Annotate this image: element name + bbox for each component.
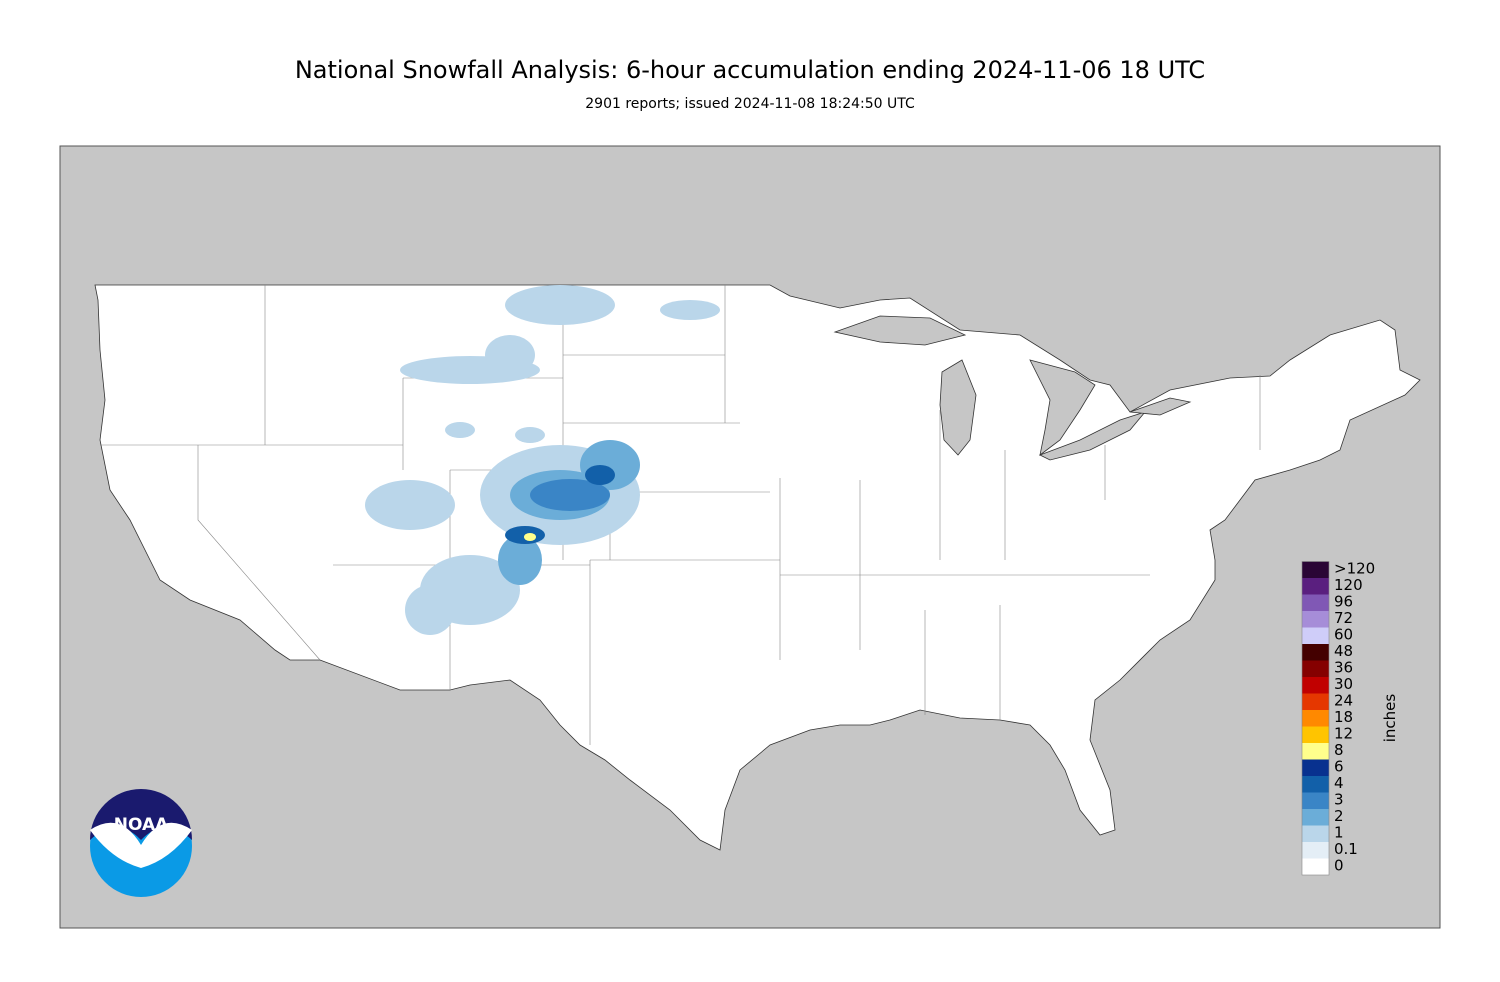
legend-label: 8 bbox=[1334, 741, 1344, 759]
snow-area bbox=[485, 335, 535, 375]
legend-label: 3 bbox=[1334, 790, 1344, 808]
legend-swatch bbox=[1302, 594, 1329, 611]
legend-label: 2 bbox=[1334, 807, 1344, 825]
legend-label: 12 bbox=[1334, 724, 1353, 742]
snow-area bbox=[445, 422, 475, 438]
title: National Snowfall Analysis: 6-hour accum… bbox=[295, 56, 1205, 84]
legend-label: 120 bbox=[1334, 576, 1363, 594]
legend-label: 6 bbox=[1334, 757, 1344, 775]
legend-label: 72 bbox=[1334, 609, 1353, 627]
snow-area bbox=[660, 300, 720, 320]
legend-swatch bbox=[1302, 858, 1329, 875]
lake-michigan bbox=[939, 359, 977, 456]
lake-superior bbox=[833, 315, 967, 346]
legend-swatch bbox=[1302, 693, 1329, 710]
snow-area bbox=[505, 285, 615, 325]
legend-swatch bbox=[1302, 726, 1329, 743]
legend-label: 48 bbox=[1334, 642, 1353, 660]
legend-label: 4 bbox=[1334, 774, 1344, 792]
lake-erie bbox=[1039, 411, 1147, 461]
legend-frame bbox=[1301, 561, 1330, 876]
snowfall bbox=[365, 285, 720, 635]
legend-swatch bbox=[1302, 561, 1329, 578]
legend-label: >120 bbox=[1334, 559, 1375, 577]
snow-area bbox=[585, 465, 615, 485]
legend-swatch bbox=[1302, 611, 1329, 628]
lake-ontario bbox=[1129, 397, 1192, 416]
legend-swatch bbox=[1302, 759, 1329, 776]
legend-label: 30 bbox=[1334, 675, 1353, 693]
legend-label: 1 bbox=[1334, 823, 1344, 841]
legend-swatch bbox=[1302, 792, 1329, 809]
legend-label: 60 bbox=[1334, 625, 1353, 643]
subtitle: 2901 reports; issued 2024-11-08 18:24:50… bbox=[585, 96, 915, 112]
snow-area bbox=[515, 427, 545, 443]
snow-area bbox=[405, 585, 455, 635]
legend-label: 18 bbox=[1334, 708, 1353, 726]
snow-area bbox=[530, 479, 610, 511]
legend-label: 0.1 bbox=[1334, 840, 1358, 858]
snow-area bbox=[365, 480, 455, 530]
legend-swatch bbox=[1302, 627, 1329, 644]
legend-swatch bbox=[1302, 644, 1329, 661]
legend-swatch bbox=[1302, 776, 1329, 793]
lake-huron bbox=[1029, 359, 1096, 456]
logo-gull bbox=[90, 822, 192, 868]
snow-area bbox=[524, 533, 536, 541]
legend-label: 36 bbox=[1334, 658, 1353, 676]
map bbox=[59, 145, 1441, 929]
noaa-logo: NOAA bbox=[90, 789, 192, 897]
snow-area bbox=[498, 535, 542, 585]
logo-text: NOAA bbox=[114, 815, 169, 835]
lakes bbox=[833, 315, 1192, 461]
legend-swatch bbox=[1302, 809, 1329, 826]
legend-swatch bbox=[1302, 842, 1329, 859]
legend-label: 96 bbox=[1334, 592, 1353, 610]
legend-label: 24 bbox=[1334, 691, 1353, 709]
legend: inches 00.1123468121824303648607296120>1… bbox=[1301, 559, 1399, 876]
legend-label: 0 bbox=[1334, 856, 1344, 874]
legend-swatch bbox=[1302, 660, 1329, 677]
legend-swatch bbox=[1302, 710, 1329, 727]
conus-land bbox=[94, 284, 1421, 851]
legend-swatch bbox=[1302, 677, 1329, 694]
legend-swatch bbox=[1302, 578, 1329, 595]
legend-swatch bbox=[1302, 743, 1329, 760]
legend-unit: inches bbox=[1381, 694, 1399, 743]
legend-swatch bbox=[1302, 825, 1329, 842]
